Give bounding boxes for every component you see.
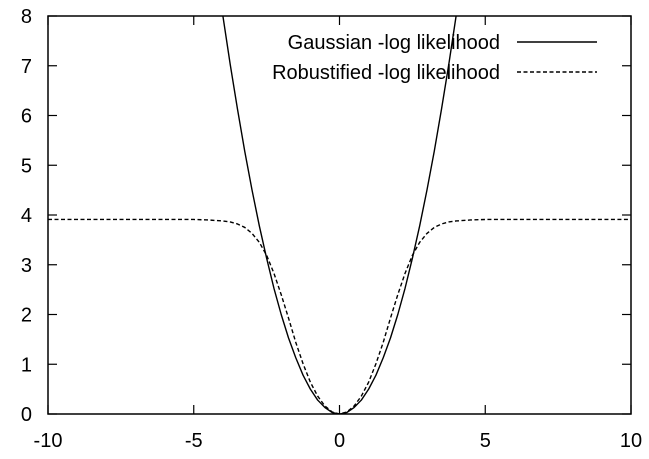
y-tick-label: 3: [21, 255, 32, 277]
x-tick-label: 10: [620, 430, 642, 452]
y-tick-label: 7: [21, 56, 32, 78]
y-tick-label: 2: [21, 305, 32, 327]
tick-group: -10 -5 0 5 10 0 1 2 3 4 5 6 7 8: [21, 6, 642, 452]
legend: Gaussian -log likelihood Robustified -log…: [272, 32, 597, 84]
legend-label-1: Robustified -log likelihood: [272, 62, 500, 84]
y-tick-label: 8: [21, 6, 32, 28]
x-tick-label: -10: [34, 430, 63, 452]
x-tick-label: 5: [480, 430, 491, 452]
plot-frame: [47, 15, 632, 415]
series-line-1: [48, 218, 631, 414]
y-tick-label: 6: [21, 106, 32, 128]
x-tick-label: -5: [185, 430, 203, 452]
y-tick-label: 0: [21, 404, 32, 426]
y-tick-label: 1: [21, 354, 32, 376]
y-tick-label: 5: [21, 155, 32, 177]
series-group: [48, 16, 631, 414]
x-tick-label: 0: [334, 430, 345, 452]
series-line-0: [222, 16, 457, 414]
y-tick-label: 4: [21, 205, 32, 227]
legend-label-0: Gaussian -log likelihood: [288, 32, 500, 54]
